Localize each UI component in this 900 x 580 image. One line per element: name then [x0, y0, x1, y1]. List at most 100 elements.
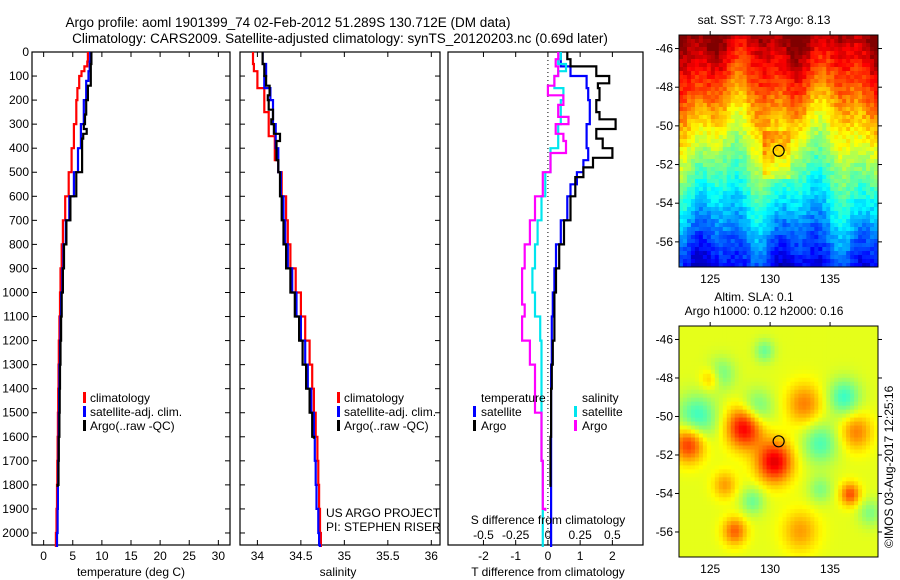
- map-cell: [758, 151, 763, 156]
- map-cell: [758, 191, 763, 196]
- map-cell: [866, 139, 871, 144]
- map-cell: [850, 107, 855, 112]
- legend-swatch-climatology: [337, 392, 340, 403]
- map-cell: [826, 341, 831, 347]
- map-cell: [750, 377, 756, 383]
- map-cell: [686, 445, 692, 450]
- map-cell: [718, 135, 724, 140]
- map-cell: [722, 433, 728, 438]
- map-cell: [798, 187, 803, 192]
- map-cell: [762, 227, 767, 232]
- map-cell: [822, 163, 827, 168]
- map-cell: [758, 457, 763, 462]
- map-cell: [770, 107, 775, 112]
- map-cell: [862, 397, 867, 403]
- map-cell: [702, 59, 708, 64]
- map-cell: [798, 453, 803, 458]
- map-cell: [806, 247, 811, 252]
- map-cell: [702, 155, 708, 160]
- map-cell: [866, 143, 871, 148]
- map-cell: [746, 465, 752, 470]
- map-cell: [830, 345, 835, 351]
- map-cell: [698, 373, 704, 379]
- map-cell: [714, 171, 720, 176]
- map-cell: [846, 345, 851, 351]
- map-cell: [798, 143, 803, 148]
- map-cell: [682, 425, 688, 430]
- map-cell: [702, 389, 708, 395]
- map-cell: [726, 223, 732, 228]
- map-cell: [810, 203, 815, 208]
- map-cell: [770, 63, 775, 68]
- map-cell: [714, 163, 720, 168]
- map-cell: [866, 425, 871, 430]
- map-cell: [846, 115, 851, 120]
- map-cell: [679, 219, 684, 224]
- map-cell: [679, 255, 684, 260]
- map-cell: [730, 215, 736, 220]
- map-cell: [862, 393, 867, 399]
- map-cell: [730, 239, 736, 244]
- map-cell: [722, 87, 728, 92]
- map-cell: [814, 255, 819, 260]
- map-cell: [850, 191, 855, 196]
- map-cell: [870, 365, 875, 371]
- map-cell: [686, 341, 692, 347]
- map-cell: [782, 377, 787, 383]
- map-cell: [874, 175, 879, 180]
- map-cell: [726, 461, 732, 466]
- map-cell: [770, 123, 775, 128]
- map-cell: [686, 55, 692, 60]
- map-cell: [726, 341, 732, 347]
- map-cell: [714, 445, 720, 450]
- map-cell: [782, 357, 787, 363]
- map-cell: [702, 397, 708, 403]
- map-cell: [858, 43, 863, 48]
- map-cell: [750, 151, 756, 156]
- map-cell: [758, 175, 763, 180]
- map-cell: [826, 227, 831, 232]
- map-cell: [730, 369, 736, 375]
- map-cell: [754, 167, 759, 172]
- map-cell: [850, 243, 855, 248]
- map-cell: [806, 349, 811, 355]
- map-cell: [850, 401, 855, 407]
- map-cell: [822, 389, 827, 395]
- map-cell: [850, 159, 855, 164]
- map-cell: [850, 123, 855, 128]
- map-cell: [730, 247, 736, 252]
- map-cell: [746, 401, 752, 407]
- map-cell: [826, 377, 831, 383]
- map-cell: [766, 337, 771, 343]
- map-cell: [702, 243, 708, 248]
- map-cell: [842, 55, 847, 60]
- map-cell: [798, 469, 803, 474]
- map-cell: [718, 59, 724, 64]
- map-cell: [690, 211, 696, 216]
- map-cell: [870, 43, 875, 48]
- map-cell: [838, 353, 843, 359]
- map-cell: [782, 353, 787, 359]
- map-cell: [826, 47, 831, 52]
- map-cell: [854, 457, 859, 462]
- map-cell: [830, 341, 835, 347]
- map-cell: [730, 55, 736, 60]
- map-cell: [790, 251, 795, 256]
- map-cell: [750, 111, 756, 116]
- map-cell: [726, 155, 732, 160]
- map-cell: [706, 139, 712, 144]
- map-cell: [702, 421, 708, 426]
- map-cell: [806, 179, 811, 184]
- y-tick-label: 1600: [2, 430, 29, 444]
- map-cell: [698, 51, 704, 56]
- map-cell: [814, 385, 819, 391]
- map-cell: [786, 239, 791, 244]
- map-cell: [679, 91, 684, 96]
- map-cell: [786, 401, 791, 407]
- map-cell: [790, 187, 795, 192]
- map-cell: [738, 111, 744, 116]
- map-cell: [702, 349, 708, 355]
- map-cell: [706, 75, 712, 80]
- x-tick-label-s: 0.5: [604, 528, 621, 542]
- map-cell: [694, 131, 700, 136]
